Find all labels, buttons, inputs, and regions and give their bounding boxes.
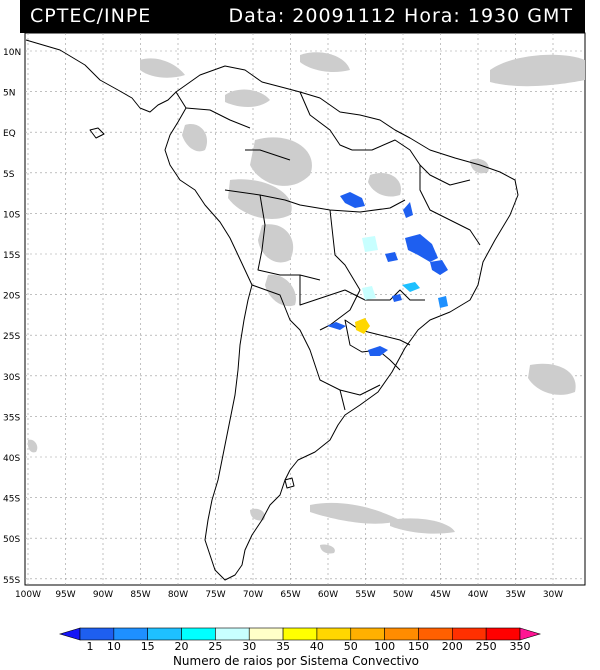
latitude-label: 50S — [3, 535, 20, 545]
longitude-label: 90W — [93, 590, 113, 600]
latitude-label: 55S — [3, 576, 20, 586]
country-borders — [185, 91, 481, 411]
island-outline — [89, 127, 295, 489]
colorbar-tick-label: 200 — [442, 640, 463, 653]
lightning-activity — [327, 192, 448, 356]
latitude-label: EQ — [3, 129, 16, 139]
colorbar-tick-label: 25 — [208, 640, 222, 653]
latitude-label: 25S — [3, 332, 20, 342]
colorbar-swatch — [384, 627, 419, 641]
colorbar-swatch — [79, 627, 115, 641]
lightning-patch — [362, 286, 376, 300]
colorbar-tick-label: 10 — [107, 640, 121, 653]
lightning-patch — [385, 252, 398, 262]
lightning-patch — [368, 346, 388, 356]
colorbar-swatch — [181, 627, 216, 641]
longitude-labels: 100W 95W 90W 85W 80W 75W 70W 65W 60W 55W 50W 45W 40W… — [15, 590, 563, 600]
grid-lines — [25, 33, 585, 585]
lightning-patch — [392, 294, 402, 302]
colorbar-tick-label: 30 — [242, 640, 256, 653]
colorbar-right-arrow — [519, 627, 542, 641]
lightning-patch — [362, 236, 378, 252]
lightning-patch — [430, 260, 448, 275]
colorbar-tick-label: 250 — [476, 640, 497, 653]
colorbar-swatch — [485, 627, 521, 641]
colorbar-swatch — [113, 627, 148, 641]
longitude-label: 35W — [505, 590, 525, 600]
longitude-label: 30W — [543, 590, 563, 600]
colorbar-tick-label: 35 — [276, 640, 290, 653]
colorbar-swatch — [282, 627, 318, 641]
colorbar-tick-label: 15 — [141, 640, 155, 653]
longitude-label: 40W — [468, 590, 488, 600]
latitude-label: 15S — [3, 251, 20, 261]
longitude-label: 50W — [393, 590, 413, 600]
latitude-label: 5S — [3, 170, 15, 180]
latitude-label: 20S — [3, 292, 20, 302]
cloud-cover — [27, 52, 585, 554]
lightning-patch — [438, 296, 448, 308]
lightning-patch — [340, 192, 365, 208]
longitude-label: 85W — [130, 590, 150, 600]
colorbar-swatch — [215, 627, 250, 641]
latitude-label: 45S — [3, 495, 20, 505]
colorbar-swatch — [418, 627, 453, 641]
longitude-label: 95W — [55, 590, 75, 600]
colorbar-tick-label: 20 — [175, 640, 189, 653]
longitude-label: 55W — [355, 590, 375, 600]
colorbar-tick-label: 350 — [510, 640, 531, 653]
date-value: 20091112 — [292, 5, 397, 27]
longitude-label: 65W — [280, 590, 300, 600]
colorbar-tick-label: 150 — [408, 640, 429, 653]
latitude-label: 35S — [3, 413, 20, 423]
longitude-label: 70W — [243, 590, 263, 600]
lightning-patch — [355, 318, 370, 334]
colorbar-swatch — [350, 627, 385, 641]
longitude-label: 75W — [205, 590, 225, 600]
title-bar: CPTEC/INPE Data: 20091112 Hora: 1930 GMT — [20, 0, 585, 33]
colorbar-label: Numero de raios por Sistema Convectivo — [173, 654, 419, 668]
longitude-label: 60W — [318, 590, 338, 600]
colorbar-tick-label: 40 — [310, 640, 324, 653]
colorbar-left-arrow — [58, 627, 81, 641]
colorbar-swatch — [248, 627, 284, 641]
hour-value: 1930 GMT — [467, 5, 573, 27]
central-america-outline — [25, 39, 177, 113]
colorbar: 1 10 15 20 25 30 35 40 50 100 150 200 250 350 — [58, 627, 542, 653]
colorbar-tick-label: 50 — [344, 640, 358, 653]
latitude-label: 5N — [3, 89, 15, 99]
lightning-patch — [403, 202, 413, 218]
colorbar-tick-label: 100 — [374, 640, 395, 653]
colorbar-swatch — [147, 627, 182, 641]
map-frame — [24, 32, 586, 586]
colorbar-swatch — [316, 627, 352, 641]
source-label: CPTEC/INPE — [30, 5, 152, 27]
lightning-patch — [327, 322, 346, 330]
south-america-outline — [164, 65, 519, 581]
latitude-label: 30S — [3, 373, 20, 383]
longitude-label: 45W — [430, 590, 450, 600]
colorbar-tick-label: 1 — [87, 640, 94, 653]
lightning-patch — [402, 282, 420, 292]
latitude-label: 10S — [3, 210, 20, 220]
date-time-label: Data: 20091112 Hora: 1930 GMT — [228, 5, 573, 27]
longitude-label: 80W — [168, 590, 188, 600]
land-outline — [25, 39, 519, 581]
colorbar-swatch — [452, 627, 487, 641]
latitude-label: 10N — [3, 48, 21, 58]
latitude-label: 40S — [3, 454, 20, 464]
lightning-patch — [405, 234, 438, 262]
latitude-labels: 10N 5N EQ 5S 10S 15S 20S 25S 30S 35S 40S 45S 50S 55S — [3, 48, 21, 586]
longitude-label: 100W — [15, 590, 41, 600]
